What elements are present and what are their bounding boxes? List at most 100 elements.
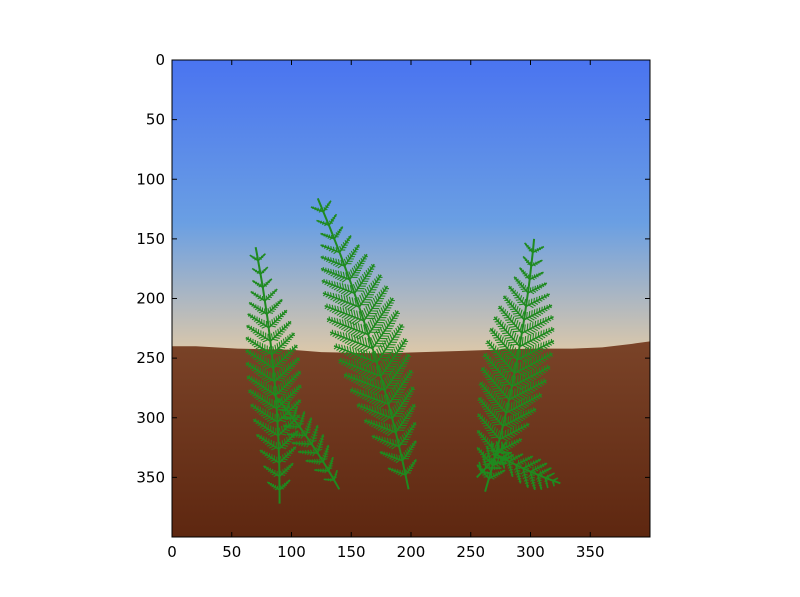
fern-pinnule: [279, 327, 282, 332]
fern-pinnule: [361, 362, 365, 370]
fern-pinnule: [519, 358, 528, 364]
fern-pinnule: [527, 335, 529, 343]
fern-pinnule: [354, 347, 358, 355]
fern-pinnule: [296, 388, 301, 391]
fern-pinnule: [362, 389, 365, 395]
fern-pinnule: [490, 385, 498, 388]
fern-pinnule: [327, 479, 330, 482]
fern-pinnule: [339, 246, 342, 251]
fern-pinnule: [251, 305, 254, 307]
fern-pinnule: [547, 367, 551, 371]
fern-pinnule: [264, 454, 268, 457]
fern-pinnule: [542, 472, 545, 475]
fern-pinnule: [410, 463, 413, 467]
fern-pinnule: [295, 372, 297, 376]
fern-pinnule: [329, 479, 332, 482]
fern-pinnule: [260, 312, 265, 316]
fern-pinnule: [353, 309, 356, 318]
fern-pinnule: [398, 361, 402, 367]
fern-pinnule: [411, 442, 414, 446]
fern-pinnule: [376, 401, 384, 408]
fern-pinnule: [273, 303, 276, 307]
fern-pinnule: [330, 465, 333, 467]
fern-pinnule: [500, 472, 503, 475]
fern-pinnule: [528, 316, 535, 321]
fern-pinnule: [519, 369, 528, 376]
fern-pinnule: [268, 457, 273, 461]
fern-pinnule: [324, 450, 327, 453]
fern-pinnule: [497, 343, 504, 346]
fern-pinnule: [355, 380, 361, 385]
fern-pinnule: [526, 311, 528, 319]
fern-pinnule: [394, 309, 398, 314]
fern-pinnule: [309, 449, 313, 453]
fern-pinnule: [317, 442, 321, 446]
fern-pinnule: [359, 345, 368, 353]
fern-pinnule: [287, 440, 292, 443]
fern-pinnule: [530, 481, 534, 485]
fern-pinnule: [354, 387, 357, 392]
fern-pinnule: [378, 414, 385, 420]
fern-pinnule: [408, 446, 411, 450]
fern-pinnule: [523, 298, 527, 305]
fern-pinnule: [488, 339, 491, 344]
fern-pinnule: [251, 356, 256, 359]
fern-pinnule: [326, 448, 329, 451]
fern-pinnule: [261, 325, 267, 329]
fern-pinnule: [538, 360, 544, 364]
fern-pinnule: [282, 373, 289, 376]
fern-pinnule: [368, 405, 371, 411]
fern-pinnule: [374, 350, 380, 361]
fern-pinnule: [525, 476, 529, 479]
fern-pinnule: [488, 388, 492, 394]
fern-pinnule: [494, 345, 497, 351]
fern-pinnule: [340, 227, 342, 229]
fern-pinnule: [295, 407, 297, 410]
fern-pinnule: [333, 250, 338, 255]
fern-pinnule: [376, 311, 381, 318]
fern-pinnule: [537, 287, 541, 291]
fern-pinnule: [387, 336, 392, 343]
fern-pinnule: [338, 288, 344, 294]
fern-pinnule: [520, 454, 523, 457]
fern-pinnule: [347, 284, 350, 292]
fern-pinnule: [544, 308, 548, 312]
y-tick-label: 350: [136, 468, 165, 486]
fern-pinnule: [254, 383, 260, 387]
fern-pinnule: [284, 342, 289, 345]
fern-pinnule: [531, 476, 536, 479]
fern-pinnule: [297, 370, 300, 374]
fern-pinnule: [399, 379, 403, 386]
fern-pinnule: [280, 425, 284, 432]
fern-pinnule: [502, 461, 505, 464]
fern-pinnule: [384, 454, 388, 458]
fern-pinnule: [503, 309, 507, 314]
fern-stem: [254, 247, 281, 504]
fern-pinnule: [360, 358, 369, 365]
fern-pinnule: [548, 343, 553, 346]
y-tick-label: 250: [136, 349, 165, 367]
fern-pinnule: [321, 245, 324, 248]
fern-pinnule: [297, 416, 301, 419]
fern-pinnule: [533, 397, 538, 401]
fern-pinnule: [347, 254, 351, 260]
fern-pinnule: [521, 348, 524, 358]
fern-pinnule: [321, 233, 324, 236]
fern-pinnule: [386, 423, 389, 430]
fern-pinnule: [543, 333, 548, 337]
y-tick-label: 300: [136, 409, 165, 427]
fern-pinnule: [255, 346, 261, 350]
fern-pinnule: [257, 398, 263, 402]
fern-pinnule: [380, 452, 383, 455]
fern-pinnule: [520, 416, 526, 420]
fern-pinnule: [542, 465, 545, 468]
fern-pinnule: [288, 322, 292, 325]
fern-pinnule: [363, 254, 366, 257]
fern-pinnule: [339, 282, 342, 289]
fern-pinnule: [553, 479, 556, 482]
fern-pinnule: [386, 442, 392, 447]
fern-pinnule: [391, 331, 395, 338]
fern-pinnule: [344, 303, 352, 309]
fern-pinnule: [486, 471, 489, 474]
fern-pinnule: [517, 417, 524, 422]
